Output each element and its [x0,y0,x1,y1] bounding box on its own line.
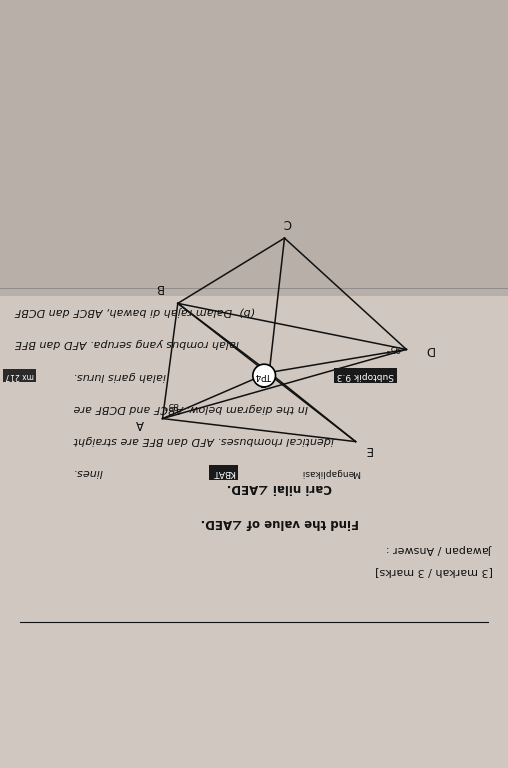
Text: Mengaplikasi: Mengaplikasi [301,468,360,477]
Bar [0,296,508,768]
Text: identical rhombuses. AFD dan BFE are straight: identical rhombuses. AFD dan BFE are str… [74,435,355,445]
Text: Cari nilai ∠AED.: Cari nilai ∠AED. [227,482,332,494]
Text: KBAT: KBAT [212,468,235,477]
Text: (b)  Dalam rajah di bawah, ABCF dan DCBF: (b) Dalam rajah di bawah, ABCF dan DCBF [15,306,256,316]
Text: In the diagram below, ABCF and DCBF are: In the diagram below, ABCF and DCBF are [74,402,329,413]
Text: C: C [283,217,291,229]
Text: TP4: TP4 [256,371,272,380]
Text: 85°: 85° [162,400,178,409]
Text: lines.: lines. [74,467,124,478]
Text: E: E [365,443,372,455]
Text: D: D [425,343,434,356]
Text: [3 markah / 3 marks]: [3 markah / 3 marks] [375,567,493,578]
Text: ialah garis lurus.: ialah garis lurus. [74,370,187,381]
Text: Find the value of ∠AED.: Find the value of ∠AED. [200,516,359,528]
Text: F: F [258,374,265,386]
Text: Jawapan / Answer :: Jawapan / Answer : [387,544,493,554]
Text: mx 217: mx 217 [5,371,34,380]
Text: ialah rombus yang serupa. AFD dan BFE: ialah rombus yang serupa. AFD dan BFE [15,338,261,349]
Text: B: B [154,282,163,294]
Text: Subtopik 9.3: Subtopik 9.3 [337,371,394,380]
Text: A: A [136,418,144,430]
Text: 95°: 95° [384,343,400,353]
